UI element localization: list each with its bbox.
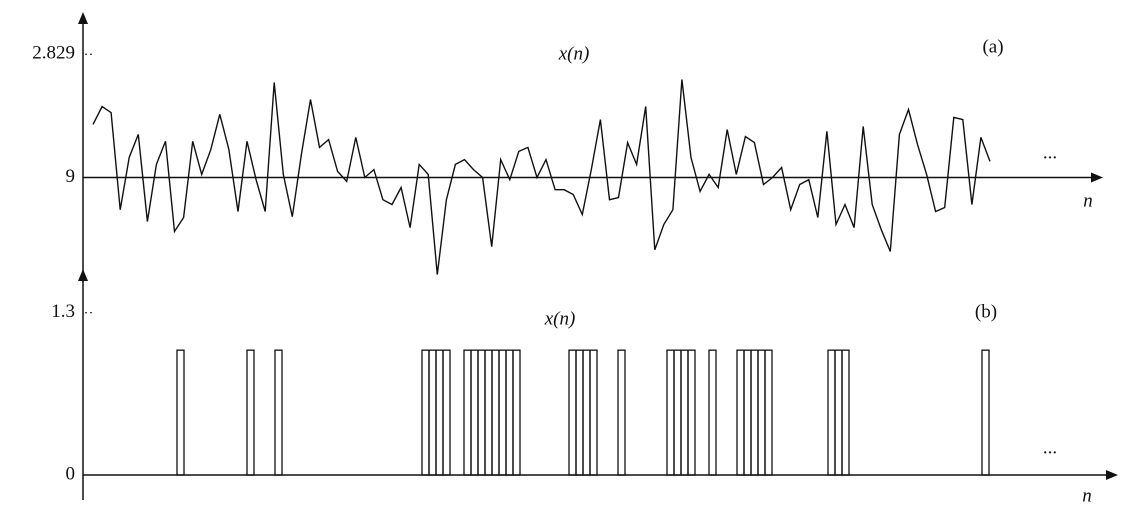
pulse [834, 349, 843, 476]
pulse [484, 349, 493, 476]
pulse [757, 349, 766, 476]
pulse [421, 349, 430, 476]
pulse [589, 349, 598, 476]
pulse [505, 349, 514, 476]
pulse [743, 349, 752, 476]
pulse [274, 349, 283, 476]
pulse [708, 349, 717, 476]
panel-label: (b) [975, 301, 997, 322]
pulse [176, 349, 185, 476]
x-axis-label: n [1083, 190, 1093, 211]
continuation: ... [1043, 142, 1057, 163]
pulse [827, 349, 836, 476]
pulse [477, 349, 486, 476]
pulse [246, 349, 255, 476]
panel-label: (a) [982, 36, 1003, 57]
pulse [582, 349, 591, 476]
pulse [568, 349, 577, 476]
y-tick-label: 2.829 [32, 43, 75, 64]
pulse [673, 349, 682, 476]
y-axis-arrow [78, 269, 88, 281]
pulse [428, 349, 437, 476]
pulse [841, 349, 850, 476]
pulse [680, 349, 689, 476]
y-tick-label: 1.3 [51, 301, 75, 322]
pulse [617, 349, 626, 476]
pulse [470, 349, 479, 476]
signal-line [92, 79, 991, 275]
x-axis-label: n [1082, 485, 1092, 506]
pulse [498, 349, 507, 476]
pulse [463, 349, 472, 476]
pulse [491, 349, 500, 476]
pulse [435, 349, 444, 476]
continuation: ... [1043, 437, 1057, 458]
x-axis-arrow [1091, 172, 1103, 183]
pulse [442, 349, 451, 476]
pulse [666, 349, 675, 476]
pulse [764, 349, 773, 476]
y-tick-label: 9 [66, 166, 76, 187]
y-axis-arrow [78, 12, 88, 24]
y-tick-label: 0 [66, 463, 76, 484]
pulse [736, 349, 745, 476]
pulse [512, 349, 521, 476]
pulse [981, 349, 990, 476]
pulse [575, 349, 584, 476]
pulse [687, 349, 696, 476]
pulse [750, 349, 759, 476]
x-axis-arrow [1106, 470, 1118, 481]
chart-title: x(n) [544, 308, 576, 329]
chart-title: x(n) [558, 43, 590, 64]
